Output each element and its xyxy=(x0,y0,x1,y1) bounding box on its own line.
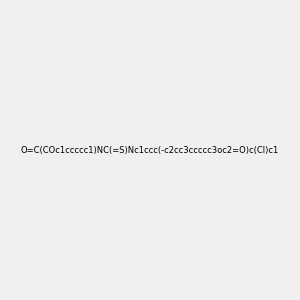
Text: O=C(COc1ccccc1)NC(=S)Nc1ccc(-c2cc3ccccc3oc2=O)c(Cl)c1: O=C(COc1ccccc1)NC(=S)Nc1ccc(-c2cc3ccccc3… xyxy=(21,146,279,154)
